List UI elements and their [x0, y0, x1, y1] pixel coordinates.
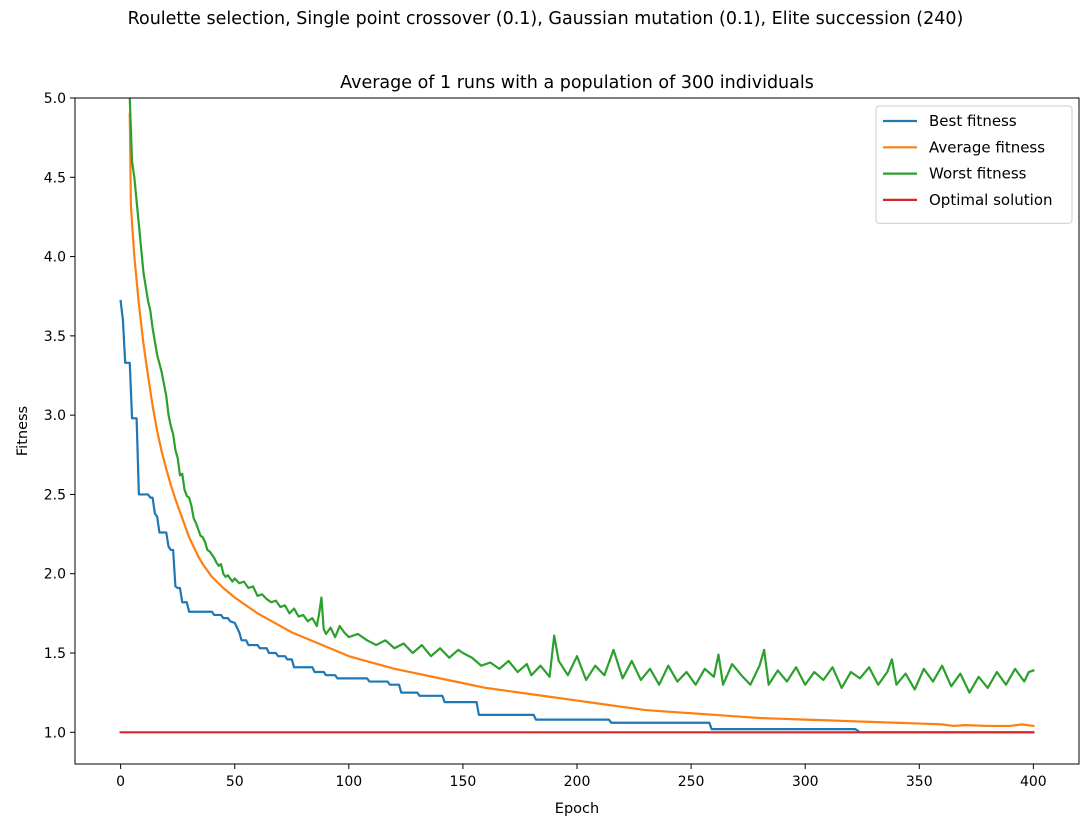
series-line-2 — [128, 98, 1035, 694]
x-tick-label: 300 — [792, 774, 819, 790]
x-tick-label: 250 — [678, 774, 705, 790]
x-tick-label: 150 — [450, 774, 477, 790]
legend-entry-label: Best fitness — [929, 112, 1017, 130]
legend-entry-label: Optimal solution — [929, 191, 1053, 209]
figure-suptitle: Roulette selection, Single point crossov… — [127, 9, 964, 29]
y-tick-label: 2.5 — [44, 487, 66, 503]
y-tick-label: 4.0 — [44, 250, 66, 266]
y-tick-label: 3.0 — [44, 408, 66, 424]
x-axis-label: Epoch — [555, 801, 599, 817]
y-tick-label: 1.0 — [44, 725, 66, 741]
legend-entry-label: Worst fitness — [929, 165, 1027, 183]
y-tick-label: 4.5 — [44, 170, 66, 186]
x-tick-label: 50 — [226, 774, 244, 790]
y-tick-label: 3.5 — [44, 329, 66, 345]
y-tick-label: 1.5 — [44, 646, 66, 662]
x-tick-label: 200 — [564, 774, 591, 790]
y-tick-label: 5.0 — [44, 91, 66, 107]
x-tick-label: 400 — [1020, 774, 1047, 790]
x-tick-label: 0 — [116, 774, 125, 790]
ticks-layer: 0 50 100 150 200 250 300 350 400 1.0 1.5 2.0 2.5 3.0 3… — [44, 91, 1047, 790]
legend-entry-label: Average fitness — [929, 138, 1045, 156]
legend-box — [875, 105, 1073, 224]
series-line-1 — [128, 112, 1035, 728]
y-axis-label: Fitness — [15, 406, 31, 456]
series-line-0 — [119, 299, 1035, 734]
x-tick-label: 100 — [335, 774, 362, 790]
x-tick-label: 350 — [906, 774, 933, 790]
series-layer — [119, 98, 1035, 734]
y-tick-label: 2.0 — [44, 567, 66, 583]
plot-title: Average of 1 runs with a population of 3… — [340, 73, 814, 93]
legend: Best fitness Average fitness Worst fitness… — [875, 105, 1073, 224]
